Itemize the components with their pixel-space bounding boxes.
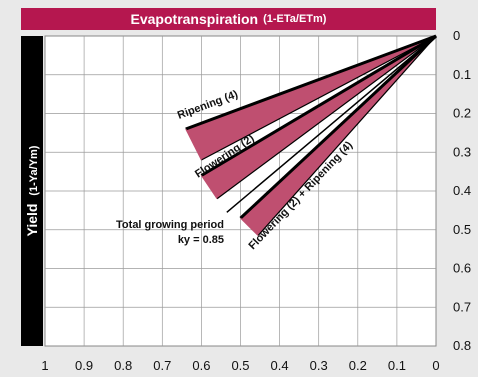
band-end-1 bbox=[200, 175, 218, 200]
x-tick-label: 0.2 bbox=[349, 358, 367, 373]
band-end-0 bbox=[185, 128, 202, 161]
x-tick-label: 0.4 bbox=[271, 358, 289, 373]
x-axis-ticks: 1 0.9 0.8 0.7 0.6 0.5 0.4 0.3 0.2 0.1 0 bbox=[41, 358, 439, 373]
y-axis-ticks: 0 0.1 0.2 0.3 0.4 0.5 0.6 0.7 0.8 bbox=[453, 28, 471, 353]
band-fill-1 bbox=[201, 36, 436, 199]
y-tick-label: 0.6 bbox=[453, 261, 471, 276]
y-tick-label: 0 bbox=[453, 28, 460, 43]
band-lower-line-1 bbox=[216, 35, 437, 200]
chart-title: Evapotranspiration bbox=[130, 11, 259, 27]
band-fill-0 bbox=[185, 36, 436, 160]
x-tick-label: 1 bbox=[41, 358, 48, 373]
x-tick-label: 0.8 bbox=[114, 358, 132, 373]
x-tick-label: 0.3 bbox=[310, 358, 328, 373]
x-tick-label: 0.1 bbox=[388, 358, 406, 373]
x-tick-label: 0.9 bbox=[75, 358, 93, 373]
y-tick-label: 0.1 bbox=[453, 67, 471, 82]
y-tick-label: 0.7 bbox=[453, 299, 471, 314]
band-fill-3 bbox=[240, 36, 436, 236]
y-tick-label: 0.3 bbox=[453, 144, 471, 159]
y-tick-label: 0.8 bbox=[453, 338, 471, 353]
chart-title-unit: (1-ETa/ETm) bbox=[263, 13, 327, 25]
x-tick-label: 0 bbox=[432, 358, 439, 373]
total-growing-period-line bbox=[226, 35, 437, 213]
x-tick-label: 0.6 bbox=[192, 358, 210, 373]
band-lower-line-3 bbox=[257, 35, 437, 236]
data-marks bbox=[185, 34, 438, 236]
band-lower-line-0 bbox=[201, 35, 437, 161]
y-tick-label: 0.5 bbox=[453, 222, 471, 237]
y-tick-label: 0.4 bbox=[453, 183, 471, 198]
grid-lines bbox=[45, 36, 436, 346]
annotation-total-growing-period: Total growing period bbox=[116, 219, 224, 231]
x-tick-label: 0.5 bbox=[231, 358, 249, 373]
annotation-ky: ky = 0.85 bbox=[178, 234, 224, 246]
y-tick-label: 0.2 bbox=[453, 106, 471, 121]
band-upper-line-1 bbox=[200, 34, 437, 177]
chart-title-banner: Evapotranspiration (1-ETa/ETm) bbox=[21, 8, 436, 30]
band-end-3 bbox=[240, 217, 259, 236]
band-upper-line-0 bbox=[185, 34, 437, 131]
x-tick-label: 0.7 bbox=[153, 358, 171, 373]
y-axis-title-banner: Yield (1-Ya/Ym) bbox=[21, 36, 43, 346]
band-upper-line-3 bbox=[239, 34, 438, 220]
